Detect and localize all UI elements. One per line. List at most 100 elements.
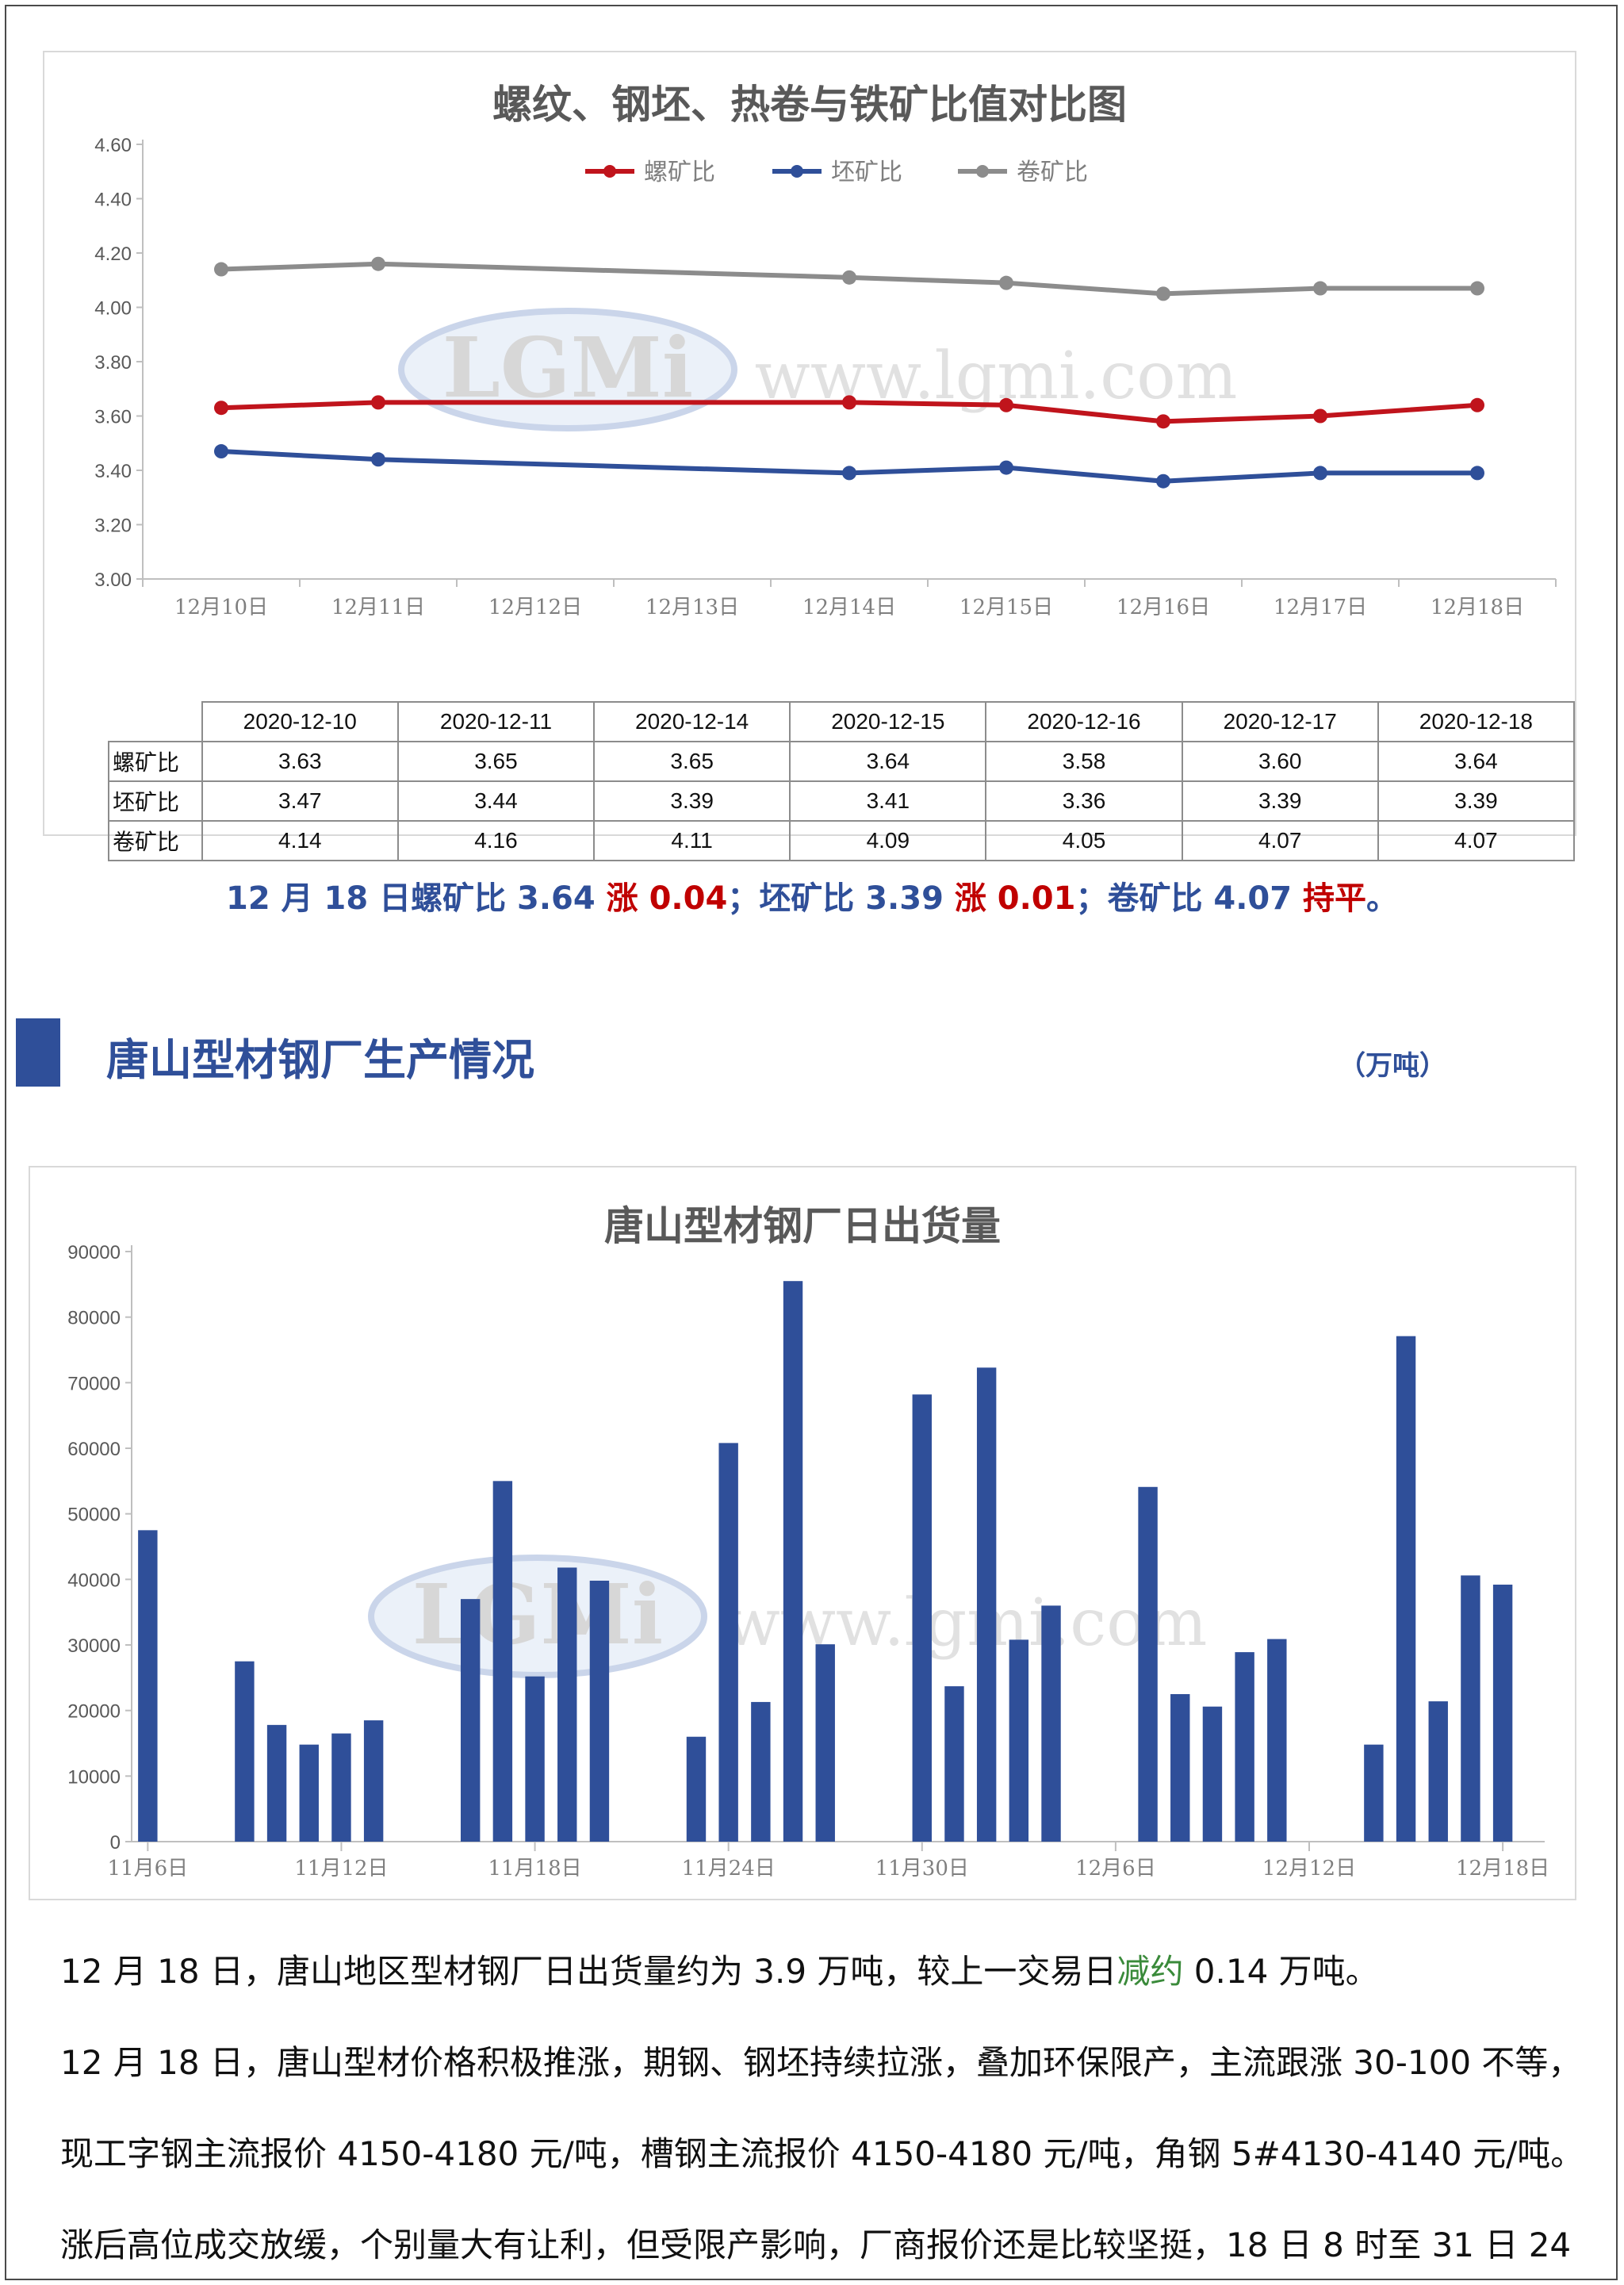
paragraph-1: 12 月 18 日，唐山地区型材钢厂日出货量约为 3.9 万吨，较上一交易日减约… (60, 1952, 1379, 1991)
table-cell: 3.39 (1377, 780, 1576, 822)
y-tick-label: 3.80 (94, 352, 132, 374)
x-tick-label: 11月24日 (682, 1857, 776, 1881)
y-tick-label: 3.00 (94, 569, 132, 591)
table-cell: 4.07 (1377, 820, 1576, 861)
bar (1235, 1652, 1254, 1842)
y-tick-label: 30000 (67, 1635, 121, 1657)
bar (1170, 1694, 1190, 1842)
table-cell: 4.09 (789, 820, 987, 861)
x-tick-label: 12月13日 (645, 596, 739, 619)
bar (557, 1567, 577, 1842)
x-tick-label: 12月17日 (1274, 596, 1367, 619)
bar (492, 1481, 513, 1842)
x-tick-label: 11月6日 (108, 1857, 189, 1881)
ratio-data-table: 2020-12-10 2020-12-11 2020-12-14 2020-12… (108, 701, 1576, 861)
x-tick-label: 12月11日 (331, 596, 425, 619)
table-cell: 3.64 (1377, 741, 1576, 782)
shipment-chart: 唐山型材钢厂日出货量 LGMi www.lgmi.com 0 10000 20000 30… (29, 1166, 1576, 1900)
x-tick-label: 12月10日 (174, 596, 268, 619)
table-cell: 4.16 (396, 820, 596, 861)
bar (944, 1686, 964, 1842)
x-tick-label: 12月12日 (1262, 1857, 1356, 1881)
paragraph-4: 涨后高位成交放缓，个别量大有让利，但受限产影响，厂商报价还是比较坚挺，18 日 … (60, 2226, 1572, 2264)
data-point (1156, 414, 1170, 429)
data-point (214, 401, 228, 416)
bar (751, 1701, 771, 1842)
table-date: 2020-12-11 (396, 701, 596, 742)
bar (1202, 1706, 1223, 1842)
y-tick-label: 80000 (67, 1308, 121, 1329)
summary-text: 。 (1366, 880, 1398, 917)
table-cell: 3.41 (789, 780, 987, 822)
table-cell: 4.11 (593, 820, 791, 861)
summary-change: 持平 (1303, 880, 1366, 917)
table-cell: 3.60 (1181, 741, 1379, 782)
table-date: 2020-12-18 (1377, 701, 1576, 742)
bar (266, 1724, 287, 1842)
section-marker (16, 1018, 60, 1087)
table-date: 2020-12-16 (985, 701, 1183, 742)
table-date: 2020-12-17 (1181, 701, 1379, 742)
data-point (1470, 397, 1484, 412)
y-tick-label: 10000 (67, 1766, 121, 1788)
data-point (999, 275, 1013, 290)
table-cell: 3.44 (396, 780, 596, 822)
table-cell: 4.14 (201, 820, 399, 861)
y-tick-label: 60000 (67, 1439, 121, 1460)
data-point (1470, 466, 1484, 481)
data-point (1313, 408, 1327, 424)
x-tick-label: 12月15日 (959, 596, 1053, 619)
page-frame (5, 5, 1618, 2280)
y-tick-label: 4.20 (94, 243, 132, 265)
table-cell: 3.64 (789, 741, 987, 782)
ratio-summary: 12 月 18 日螺矿比 3.64 涨 0.04；坯矿比 3.39 涨 0.01… (0, 872, 1624, 918)
bar (460, 1599, 481, 1842)
data-point (371, 256, 385, 271)
table-row: 螺矿比 3.63 3.65 3.65 3.64 3.58 3.60 3.64 (108, 741, 1576, 782)
section-unit: （万吨） (1339, 1050, 1446, 1082)
ratio-chart: 螺纹、钢坯、热卷与铁矿比值对比图 LGMi www.lgmi.com 3.00 3.2… (43, 51, 1576, 861)
paragraph-3: 现工字钢主流报价 4150-4180 元/吨，槽钢主流报价 4150-4180 … (60, 2134, 1584, 2173)
bar (976, 1367, 997, 1842)
bar (1009, 1639, 1029, 1842)
bar (589, 1580, 610, 1842)
bar (718, 1443, 738, 1842)
data-point (1156, 286, 1170, 301)
table-row-label: 坯矿比 (108, 780, 203, 822)
table-cell: 4.07 (1181, 820, 1379, 861)
legend-label: 坯矿比 (831, 159, 902, 186)
watermark-logo-icon (398, 308, 737, 431)
data-point (214, 262, 228, 277)
table-row: 卷矿比 4.14 4.16 4.11 4.09 4.05 4.07 4.07 (108, 820, 1576, 861)
x-tick-label: 12月6日 (1075, 1857, 1156, 1881)
summary-text: ；坯矿比 3.39 (727, 880, 955, 917)
y-tick-label: 20000 (67, 1701, 121, 1723)
bar (1267, 1639, 1287, 1842)
table-cell: 3.36 (985, 780, 1183, 822)
shipment-chart-title: 唐山型材钢厂日出货量 (604, 1202, 1001, 1249)
watermark-logo-icon (368, 1555, 707, 1678)
y-tick-label: 4.00 (94, 298, 132, 320)
table-row-label: 卷矿比 (108, 820, 203, 861)
table-cell: 3.39 (593, 780, 791, 822)
legend-label: 螺矿比 (644, 159, 715, 186)
table-cell: 4.05 (985, 820, 1183, 861)
data-point (999, 460, 1013, 475)
legend-marker-icon (791, 165, 803, 178)
y-tick-label: 4.40 (94, 190, 132, 211)
data-point (842, 395, 856, 410)
x-tick-label: 12月14日 (802, 596, 896, 619)
section-title: 唐山型材钢厂生产情况 (106, 1035, 534, 1085)
table-cell: 3.65 (396, 741, 596, 782)
watermark: LGMi www.lgmi.com (368, 1555, 1207, 1678)
x-tick-label: 11月18日 (488, 1857, 581, 1881)
table-cell: 3.58 (985, 741, 1183, 782)
data-point (1156, 473, 1170, 489)
watermark: LGMi www.lgmi.com (398, 308, 1237, 431)
data-point (842, 466, 856, 481)
bar (299, 1744, 319, 1842)
bar (686, 1736, 707, 1842)
data-point (1470, 281, 1484, 296)
data-point (371, 452, 385, 467)
bar (1492, 1584, 1513, 1842)
